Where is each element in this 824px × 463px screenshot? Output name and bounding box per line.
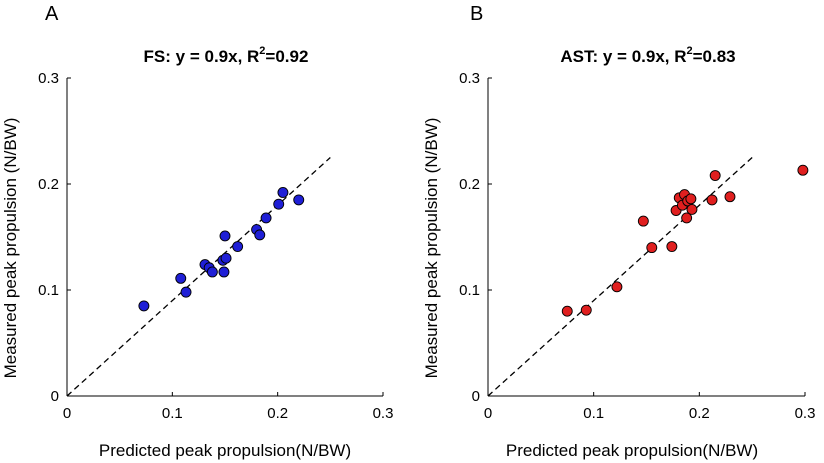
x-tick-label: 0	[484, 405, 492, 422]
data-point	[637, 215, 649, 227]
data-point	[254, 229, 266, 241]
data-point	[646, 242, 658, 254]
y-tick-label: 0.3	[459, 70, 480, 87]
data-point	[277, 187, 289, 198]
data-point	[293, 194, 305, 206]
data-point	[232, 241, 244, 252]
y-tick-label: 0.2	[38, 176, 59, 193]
data-point	[260, 212, 272, 224]
data-point	[561, 305, 573, 317]
data-point	[206, 266, 218, 278]
plot-area-b	[487, 77, 809, 397]
data-point	[175, 272, 187, 284]
y-tick-label: 0.1	[459, 282, 480, 299]
data-point	[219, 230, 231, 242]
data-point	[273, 198, 285, 210]
x-tick-label: 0.2	[689, 405, 710, 422]
x-tick-label: 0.3	[373, 405, 394, 422]
data-point	[180, 286, 192, 298]
x-tick-label: 0.1	[162, 405, 183, 422]
plot-area-a	[66, 77, 384, 397]
data-point	[706, 194, 718, 206]
x-tick-label: 0.2	[267, 405, 288, 422]
panel-label-b: B	[470, 3, 483, 25]
data-point	[666, 241, 678, 252]
x-tick-label: 0.1	[583, 405, 604, 422]
data-point	[724, 191, 736, 203]
panel-b: B AST: y = 0.9x, R2=0.83 0 0.1 0.2 0.3 0…	[422, 3, 815, 460]
data-point	[685, 193, 697, 205]
panel-label-a: A	[45, 3, 59, 25]
data-point	[580, 304, 592, 316]
data-point	[220, 252, 232, 264]
chart-title-a: FS: y = 0.9x, R2=0.92	[144, 45, 309, 66]
y-tick-label: 0.3	[38, 70, 59, 87]
data-point	[138, 300, 150, 312]
panel-a: A FS: y = 0.9x, R2=0.92 0 0.1 0.2 0.3 0 …	[1, 3, 393, 460]
y-tick-label: 0	[51, 388, 59, 405]
x-tick-label: 0.3	[795, 405, 816, 422]
data-point	[681, 212, 693, 224]
data-point	[611, 281, 623, 293]
data-point	[686, 203, 698, 215]
y-tick-label: 0.1	[38, 282, 59, 299]
data-point	[709, 170, 721, 181]
data-point	[797, 164, 809, 176]
y-tick-label: 0.2	[459, 176, 480, 193]
regression-line	[66, 157, 331, 397]
y-axis-label-b: Measured peak propulsion (N/BW)	[422, 118, 441, 379]
regression-line	[487, 157, 753, 397]
chart-title-b: AST: y = 0.9x, R2=0.83	[560, 45, 735, 66]
y-axis-label-a: Measured peak propulsion (N/BW)	[1, 118, 20, 379]
y-tick-label: 0	[472, 388, 480, 405]
x-axis-label-b: Predicted peak propulsion(N/BW)	[506, 441, 758, 460]
x-tick-label: 0	[63, 405, 71, 422]
x-axis-label-a: Predicted peak propulsion(N/BW)	[99, 441, 351, 460]
data-point	[218, 266, 230, 278]
